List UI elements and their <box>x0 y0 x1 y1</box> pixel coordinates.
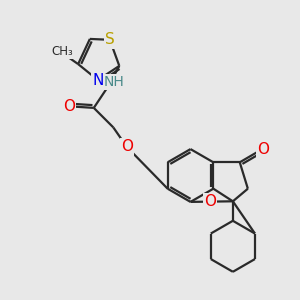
Text: O: O <box>257 142 269 157</box>
Text: O: O <box>121 140 133 154</box>
Text: S: S <box>105 32 115 47</box>
Text: O: O <box>204 194 216 209</box>
Text: CH₃: CH₃ <box>51 45 73 58</box>
Text: N: N <box>92 73 103 88</box>
Text: NH: NH <box>104 75 124 89</box>
Text: O: O <box>63 99 75 114</box>
